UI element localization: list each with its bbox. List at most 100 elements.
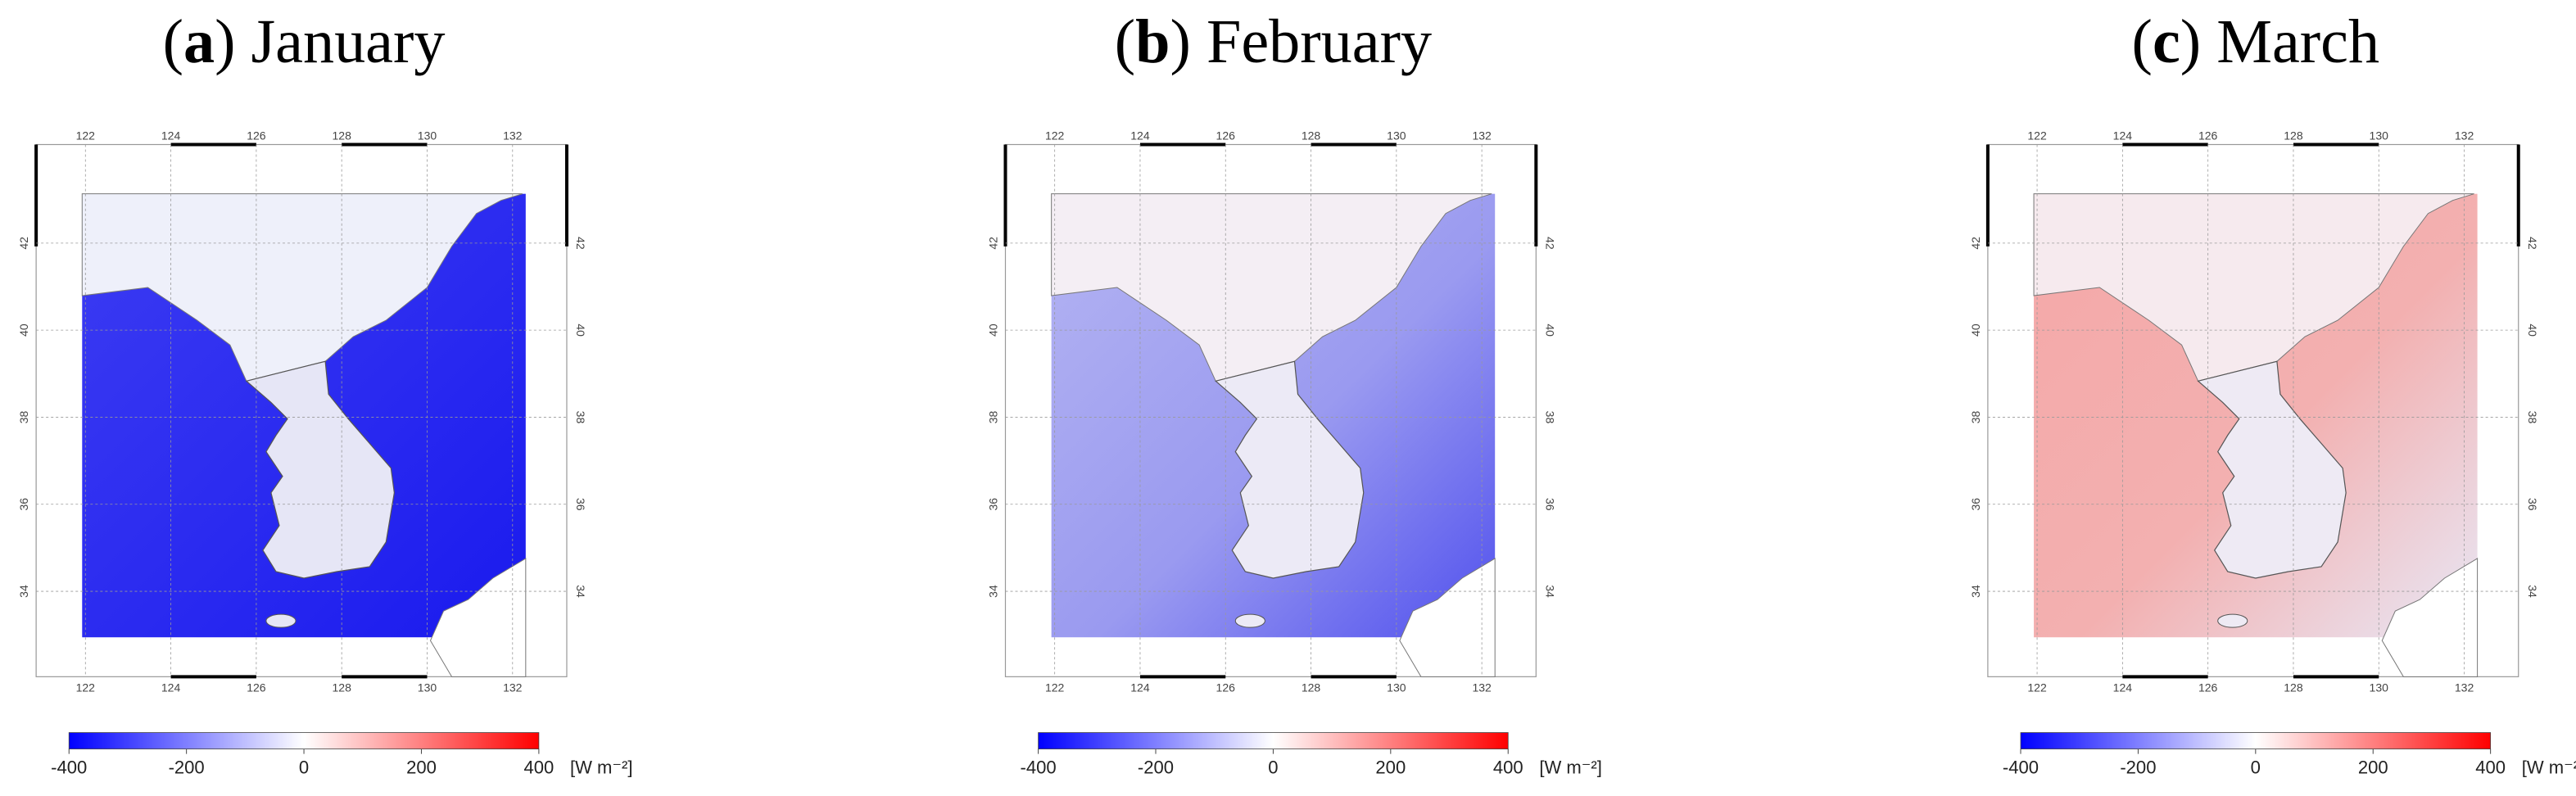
- lat-tick-label: 38: [17, 410, 30, 423]
- title-part: (: [163, 7, 183, 76]
- title-part: ) February: [1170, 7, 1433, 76]
- colorbar-tick-label: 200: [2358, 758, 2388, 778]
- lon-tick-label: 128: [1302, 681, 1321, 694]
- lat-tick-label: 36: [1969, 498, 1982, 511]
- colorbar-unit: [W m⁻²]: [1539, 758, 1602, 778]
- lat-tick-label: 34: [1543, 585, 1556, 598]
- colorbar: [2020, 732, 2492, 750]
- lon-tick-label: 122: [2027, 681, 2047, 694]
- lat-tick-label: 42: [574, 237, 587, 250]
- lat-tick-label: 42: [17, 237, 30, 250]
- land-korea: [2197, 360, 2347, 579]
- lon-tick-label: 126: [2198, 129, 2218, 142]
- lat-tick-label: 42: [1969, 237, 1982, 250]
- panel: (c) March 122 122 124 124 126 126 128 128 130 130 1…: [1969, 7, 2576, 777]
- colorbar: [1038, 732, 1509, 750]
- lat-tick-label: 40: [2526, 323, 2539, 337]
- colorbar-tick-label: -400: [2003, 758, 2039, 778]
- colorbar-tick-label: 400: [523, 758, 554, 778]
- land-north: [81, 193, 523, 382]
- colorbar-tick-label: 400: [2475, 758, 2506, 778]
- colorbar-unit: [W m⁻²]: [570, 758, 633, 778]
- title-part: b: [1135, 7, 1170, 76]
- colorbar-tick-label: 200: [1375, 758, 1406, 778]
- island: [1234, 613, 1265, 628]
- land-north: [1051, 193, 1492, 382]
- lon-tick-label: 122: [76, 129, 96, 142]
- lat-tick-label: 34: [17, 585, 30, 598]
- lon-tick-label: 124: [1130, 681, 1150, 694]
- land-japan: [1399, 558, 1496, 677]
- colorbar-tick-label: -400: [1021, 758, 1057, 778]
- lon-tick-label: 126: [1216, 681, 1236, 694]
- land-north: [2033, 193, 2474, 382]
- lon-tick-label: 128: [1302, 129, 1321, 142]
- lon-tick-label: 130: [2370, 129, 2389, 142]
- lon-tick-label: 124: [161, 129, 181, 142]
- lon-tick-label: 130: [418, 681, 437, 694]
- lat-tick-label: 38: [2526, 411, 2539, 424]
- lat-tick-label: 34: [1969, 585, 1982, 598]
- lat-tick-label: 38: [1969, 410, 1982, 423]
- colorbar-tick-label: 0: [299, 758, 309, 778]
- lon-tick-label: 124: [161, 681, 181, 694]
- title-part: c: [2153, 7, 2180, 76]
- lat-tick-label: 40: [17, 323, 30, 337]
- lon-tick-label: 126: [247, 681, 266, 694]
- lon-tick-label: 130: [418, 129, 437, 142]
- lon-tick-label: 124: [2113, 129, 2133, 142]
- title-part: ) March: [2180, 7, 2379, 76]
- lon-tick-label: 132: [503, 129, 523, 142]
- lon-tick-label: 122: [2027, 129, 2047, 142]
- colorbar-unit: [W m⁻²]: [2522, 758, 2576, 778]
- title-part: ) January: [215, 7, 445, 76]
- title-part: (: [1115, 7, 1135, 76]
- panel-title: (b) February: [1115, 7, 1432, 76]
- lat-tick-label: 36: [2526, 498, 2539, 511]
- land-japan: [429, 558, 527, 677]
- lon-tick-label: 122: [76, 681, 96, 694]
- colorbar-tick-label: -200: [1138, 758, 1174, 778]
- title-part: a: [183, 7, 215, 76]
- lon-tick-label: 130: [1387, 681, 1406, 694]
- panel-title: (a) January: [163, 7, 446, 76]
- lon-tick-label: 128: [2284, 681, 2303, 694]
- lon-tick-label: 124: [2113, 681, 2133, 694]
- lat-tick-label: 36: [1543, 498, 1556, 511]
- lat-tick-label: 38: [574, 411, 587, 424]
- lon-tick-label: 124: [1130, 129, 1150, 142]
- colorbar-tick-label: -200: [2120, 758, 2156, 778]
- land-korea: [1214, 360, 1365, 579]
- land-korea: [245, 360, 395, 579]
- panel-title: (c) March: [2132, 7, 2380, 76]
- colorbar-tick-label: 200: [406, 758, 437, 778]
- lat-tick-label: 36: [986, 498, 999, 511]
- lat-tick-label: 36: [17, 498, 30, 511]
- lon-tick-label: 128: [332, 681, 351, 694]
- lat-tick-label: 40: [1543, 323, 1556, 337]
- lat-tick-label: 42: [986, 237, 999, 250]
- colorbar-tick-label: 0: [2251, 758, 2261, 778]
- lon-tick-label: 126: [247, 129, 266, 142]
- land-japan: [2381, 558, 2479, 677]
- lat-tick-label: 40: [1969, 323, 1982, 337]
- colorbar-tick-label: 0: [1268, 758, 1278, 778]
- lon-tick-label: 130: [1387, 129, 1406, 142]
- colorbar-tick-label: -400: [51, 758, 87, 778]
- island: [265, 613, 297, 628]
- lat-tick-label: 38: [1543, 411, 1556, 424]
- lon-tick-label: 132: [1472, 681, 1492, 694]
- lat-tick-label: 34: [574, 585, 587, 598]
- colorbar-tick-label: 400: [1493, 758, 1523, 778]
- lon-tick-label: 132: [503, 681, 523, 694]
- lat-tick-label: 34: [986, 585, 999, 598]
- lat-tick-label: 42: [2526, 237, 2539, 250]
- colorbar-tick-label: -200: [169, 758, 205, 778]
- lat-tick-label: 34: [2526, 585, 2539, 598]
- island: [2217, 613, 2248, 628]
- lon-tick-label: 126: [1216, 129, 1236, 142]
- lon-tick-label: 126: [2198, 681, 2218, 694]
- lon-tick-label: 130: [2370, 681, 2389, 694]
